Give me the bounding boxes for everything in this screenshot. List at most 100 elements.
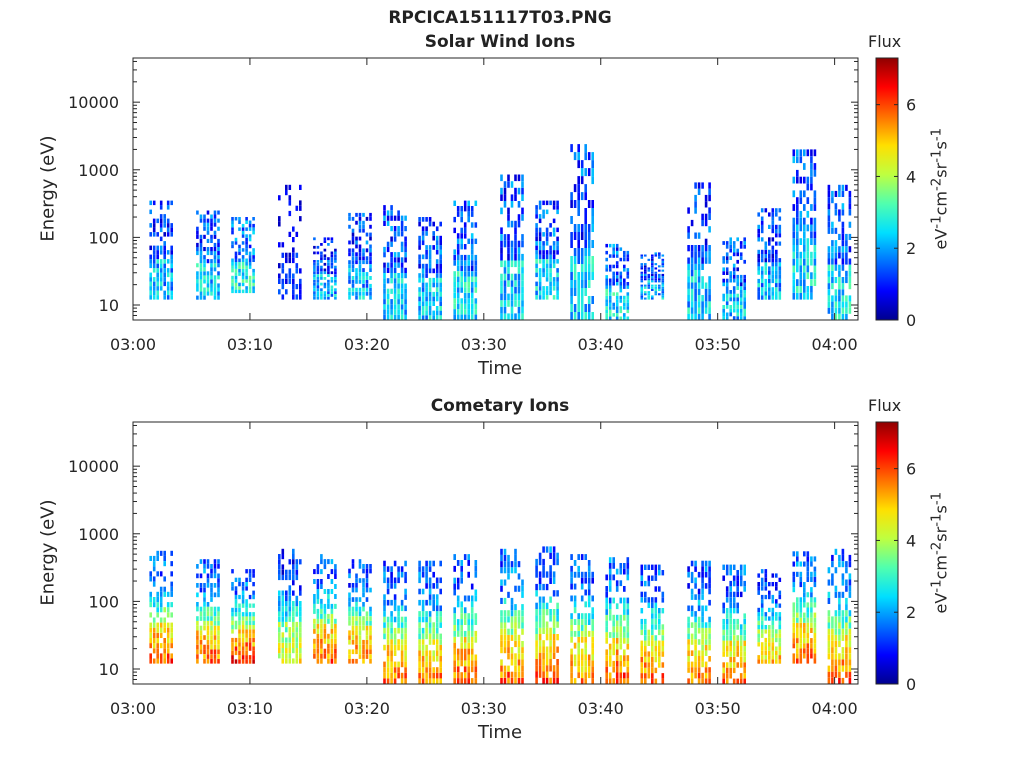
spectrogram-cell [725,618,729,625]
spectrogram-cell [796,556,799,562]
spectrogram-cell [722,278,725,283]
spectrogram-cell [323,638,327,644]
spectrogram-cell [404,293,407,300]
spectrogram-cell [510,240,514,248]
spectrogram-cell [397,215,400,221]
spectrogram-cell [470,233,474,239]
spectrogram-cell [658,269,661,272]
spectrogram-cell [640,271,644,274]
spectrogram-cell [690,313,694,320]
spectrogram-cell [584,660,587,667]
spectrogram-cell [292,642,295,648]
spectrogram-cell [768,655,771,660]
spectrogram-cell [538,665,542,672]
spectrogram-cell [577,296,580,304]
spectrogram-cell [640,254,644,257]
spectrogram-cell [278,216,281,222]
spectrogram-cell [351,649,355,655]
spectrogram-cell [831,653,834,660]
spectrogram-cell [701,661,704,668]
spectrogram-cell [757,655,760,660]
spectrogram-cell [545,263,549,269]
spectrogram-cell [231,258,234,262]
spectrogram-cell [841,548,845,555]
spectrogram-cell [460,271,463,277]
spectrogram-cell [390,566,393,572]
spectrogram-cell [697,599,701,606]
spectrogram-cell [231,586,234,591]
spectrogram-cell [316,579,320,584]
spectrogram-cell [612,282,615,286]
spectrogram-cell [831,227,834,234]
spectrogram-cell [362,252,365,257]
spectrogram-cell [687,226,690,233]
spectrogram-cell [252,282,255,287]
spectrogram-cell [358,644,362,650]
spectrogram-cell [701,622,704,628]
spectrogram-cell [323,623,327,629]
spectrogram-cell [514,187,517,195]
spectrogram-cell [845,301,848,308]
spectrogram-cell [467,571,470,578]
spectrogram-cell [768,646,771,651]
spectrogram-cell [210,222,213,227]
spectrogram-cell [739,278,743,283]
spectrogram-cell [796,231,799,239]
spectrogram-cell [538,583,542,591]
spectrogram-cell [729,564,732,570]
spectrogram-cell [626,614,630,621]
spectrogram-cell [348,272,351,276]
spectrogram-cell [330,653,334,659]
spectrogram-cell [725,241,729,245]
spectrogram-cell [591,613,594,620]
spectrogram-cell [510,659,514,666]
spectrogram-cell [654,624,658,630]
spectrogram-cell [313,594,316,599]
spectrogram-cell [320,648,323,654]
spectrogram-cell [470,271,474,277]
spectrogram-cell [231,220,234,224]
spectrogram-cell [771,616,775,621]
spectrogram-cell [362,287,365,292]
spectrogram-cell [654,613,658,619]
spectrogram-cell [841,301,845,308]
spectrogram-cell [474,565,478,572]
spectrogram-cell [736,282,739,287]
spectrogram-cell [736,570,739,576]
spectrogram-cell [701,301,704,308]
colorbar-tick-label: 6 [906,96,916,115]
spectrogram-cell [701,616,704,623]
spectrogram-cell [626,285,630,289]
spectrogram-cell [334,294,337,297]
spectrogram-cell [348,224,351,229]
spectrogram-cell [661,288,665,291]
spectrogram-cell [591,595,594,602]
spectrogram-cell [460,265,463,272]
spectrogram-cell [573,571,577,578]
spectrogram-cell [199,279,203,284]
spectrogram-cell [687,605,690,612]
spectrogram-cell [241,650,245,656]
spectrogram-cell [210,226,213,231]
spectrogram-cell [238,594,241,600]
spectrogram-cell [775,650,778,656]
spectrogram-cell [500,174,503,182]
y-tick-label: 1000 [78,525,119,544]
spectrogram-cell [771,659,775,664]
spectrogram-cell [327,559,330,565]
spectrogram-cell [292,252,295,258]
spectrogram-cell [623,268,626,272]
spectrogram-cell [704,251,708,258]
spectrogram-cell [203,602,206,607]
spectrogram-cell [323,262,327,266]
spectrogram-cell [355,578,358,583]
spectrogram-cell [418,633,421,640]
spectrogram-cell [619,309,623,314]
spectrogram-cell [739,241,743,245]
spectrogram-cell [299,637,302,643]
spectrogram-cell [810,648,813,654]
spectrogram-cell [500,579,503,586]
spectrogram-cell [203,234,206,239]
spectrogram-cell [299,216,302,222]
spectrogram-cell [580,192,584,201]
